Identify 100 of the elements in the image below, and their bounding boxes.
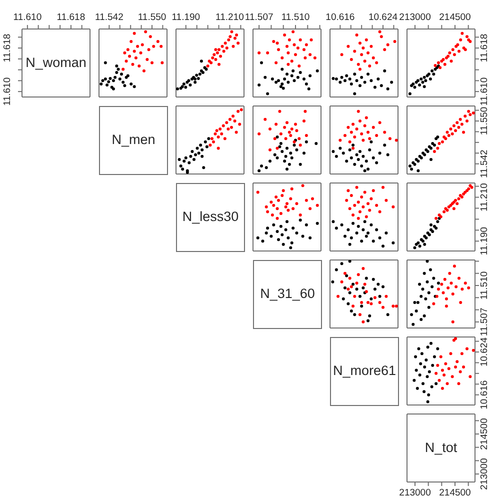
point bbox=[268, 160, 272, 163]
point bbox=[286, 44, 288, 48]
x-tick-label: 214500 bbox=[439, 12, 471, 23]
point bbox=[280, 233, 284, 236]
point bbox=[130, 82, 133, 86]
point bbox=[364, 276, 368, 280]
point bbox=[368, 64, 372, 68]
point bbox=[454, 129, 458, 132]
point bbox=[410, 168, 414, 171]
point bbox=[210, 61, 213, 64]
point bbox=[100, 82, 103, 86]
point bbox=[101, 79, 104, 82]
point bbox=[343, 134, 346, 137]
point bbox=[422, 382, 424, 386]
point bbox=[308, 207, 312, 210]
point bbox=[383, 130, 386, 134]
point bbox=[280, 194, 284, 198]
point bbox=[362, 138, 365, 142]
point bbox=[346, 189, 350, 192]
point bbox=[226, 128, 230, 131]
point bbox=[272, 40, 276, 44]
point bbox=[350, 130, 353, 134]
point bbox=[431, 364, 434, 367]
point bbox=[462, 192, 466, 196]
point bbox=[360, 196, 364, 199]
point bbox=[444, 362, 448, 366]
point bbox=[346, 126, 350, 129]
point bbox=[368, 314, 372, 318]
point bbox=[212, 53, 216, 56]
point bbox=[370, 297, 373, 300]
point bbox=[104, 61, 107, 64]
point bbox=[106, 84, 109, 87]
point bbox=[346, 288, 350, 291]
point bbox=[353, 92, 356, 96]
point bbox=[363, 190, 366, 194]
point bbox=[458, 50, 460, 53]
point bbox=[350, 236, 353, 240]
point bbox=[345, 198, 348, 202]
point bbox=[356, 224, 360, 228]
point bbox=[378, 294, 382, 298]
point bbox=[362, 267, 365, 270]
point bbox=[273, 137, 276, 140]
point bbox=[362, 205, 365, 208]
point bbox=[368, 208, 372, 212]
point bbox=[288, 38, 291, 42]
point bbox=[308, 74, 312, 78]
y-tick-label: 11.507 bbox=[478, 308, 490, 336]
point bbox=[420, 318, 423, 321]
point bbox=[472, 348, 475, 352]
point bbox=[356, 158, 360, 162]
point bbox=[232, 114, 235, 118]
point bbox=[160, 61, 164, 64]
point bbox=[360, 164, 364, 168]
point bbox=[353, 294, 356, 298]
text: N_less30 bbox=[182, 209, 239, 225]
point bbox=[150, 61, 154, 64]
point bbox=[316, 222, 319, 225]
point bbox=[384, 198, 388, 202]
point bbox=[446, 382, 449, 386]
point bbox=[450, 132, 454, 136]
point bbox=[436, 288, 440, 291]
point bbox=[386, 43, 390, 46]
point bbox=[366, 168, 370, 171]
point bbox=[375, 228, 378, 232]
y-tick-label: 10.616 bbox=[478, 380, 490, 410]
point bbox=[423, 153, 426, 156]
point bbox=[443, 62, 446, 66]
point bbox=[194, 80, 197, 84]
point bbox=[362, 286, 365, 290]
y-tick-label: 11.610 bbox=[478, 77, 490, 106]
point bbox=[292, 144, 296, 147]
point bbox=[290, 156, 294, 160]
point bbox=[372, 56, 375, 60]
point bbox=[462, 130, 466, 134]
point bbox=[434, 226, 438, 230]
point bbox=[266, 226, 270, 230]
point bbox=[108, 77, 112, 80]
point bbox=[132, 85, 136, 88]
point bbox=[436, 347, 440, 350]
point bbox=[268, 148, 272, 152]
point bbox=[368, 148, 372, 152]
point bbox=[343, 79, 346, 82]
point bbox=[452, 207, 456, 210]
point bbox=[264, 166, 268, 170]
point bbox=[230, 30, 234, 34]
point bbox=[313, 56, 316, 60]
point bbox=[353, 136, 356, 139]
point bbox=[298, 71, 302, 74]
point bbox=[120, 72, 123, 76]
point bbox=[282, 242, 285, 246]
point bbox=[232, 44, 235, 48]
x-tick-label: 11.190 bbox=[172, 12, 200, 23]
text: N_31_60 bbox=[260, 286, 315, 302]
point bbox=[116, 68, 120, 71]
point bbox=[372, 278, 375, 281]
point bbox=[457, 382, 460, 386]
point bbox=[294, 122, 297, 126]
point bbox=[138, 64, 141, 68]
point bbox=[373, 86, 376, 89]
point bbox=[382, 244, 385, 248]
